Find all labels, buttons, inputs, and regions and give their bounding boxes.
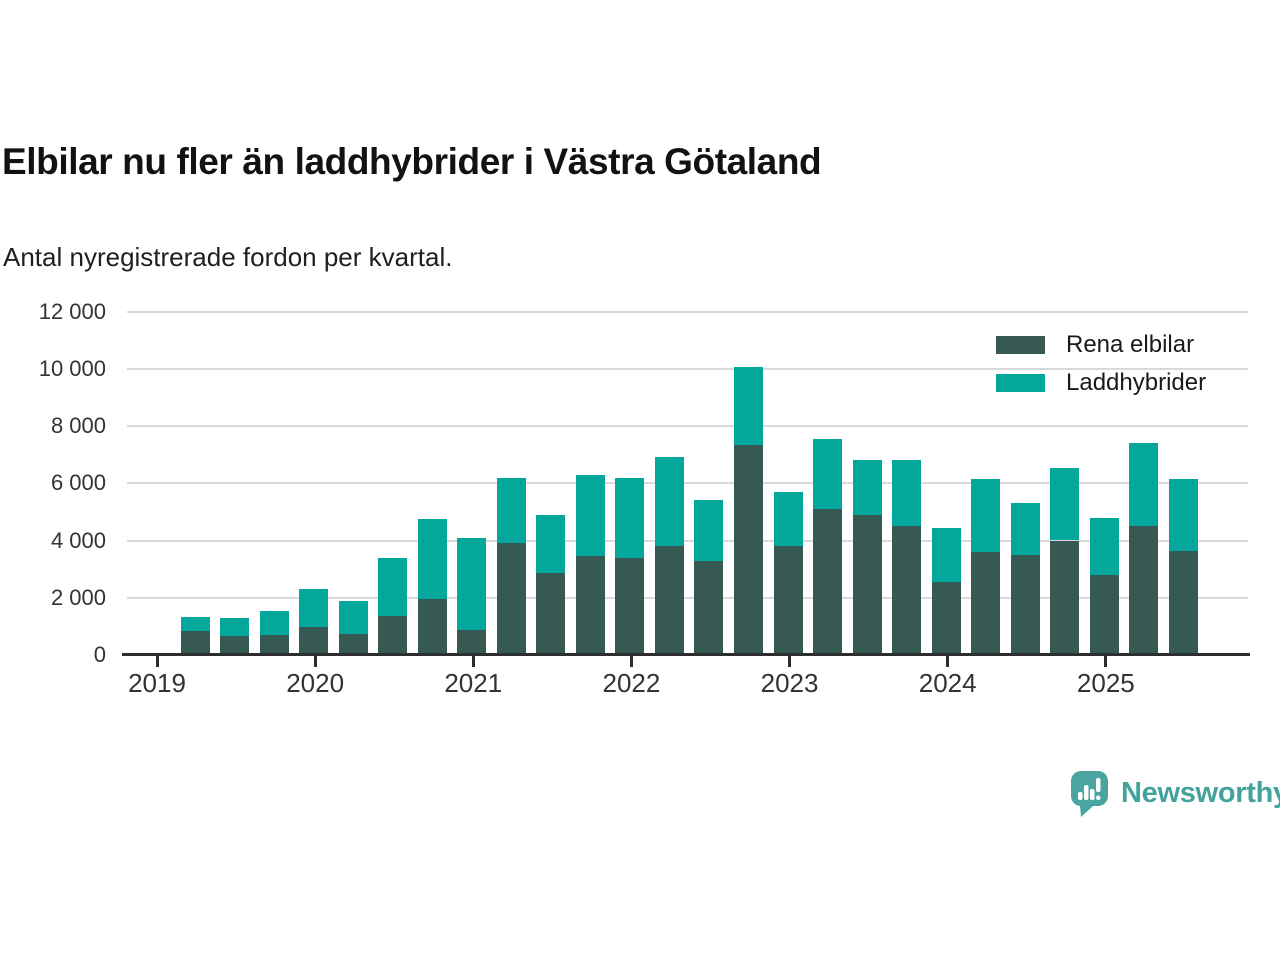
x-axis-label: 2021 — [444, 668, 503, 698]
y-axis-label: 10 000 — [38, 355, 106, 381]
bar-segment-laddhybrider — [734, 367, 764, 445]
bar-segment-laddhybrider — [496, 477, 526, 544]
bar-segment-elbilar — [1129, 526, 1159, 655]
bar-segment-laddhybrider — [1168, 478, 1198, 551]
bar-segment-elbilar — [220, 636, 250, 655]
gridline — [127, 482, 1248, 485]
y-axis-label: 8 000 — [50, 413, 106, 438]
bar-segment-elbilar — [1010, 554, 1040, 655]
legend-label-rena-elbilar: Rena elbilar — [1066, 331, 1195, 358]
x-axis-tick — [155, 656, 159, 667]
bar-segment-elbilar — [378, 616, 408, 655]
bar-segment-laddhybrider — [575, 474, 605, 557]
bar-segment-laddhybrider — [1050, 467, 1080, 541]
y-axis-label: 4 000 — [50, 527, 106, 553]
bar-segment-elbilar — [180, 630, 210, 655]
bar-segment-laddhybrider — [654, 457, 684, 547]
bar-segment-elbilar — [852, 514, 882, 655]
bar-segment-elbilar — [615, 557, 645, 655]
bar-segment-laddhybrider — [852, 460, 882, 515]
x-axis-label: 2020 — [286, 668, 345, 698]
legend-item-laddhybrider: Laddhybrider — [996, 369, 1215, 396]
bar-segment-elbilar — [536, 573, 566, 655]
gridline — [127, 596, 1248, 599]
bar-segment-laddhybrider — [615, 477, 645, 558]
x-axis-label: 2023 — [760, 668, 819, 698]
x-axis-label: 2025 — [1076, 668, 1135, 698]
bar-segment-elbilar — [694, 560, 724, 655]
gridline — [127, 425, 1248, 427]
bar-segment-laddhybrider — [931, 527, 961, 582]
y-axis-label: 2 000 — [50, 584, 106, 610]
bar-segment-elbilar — [773, 546, 803, 655]
bar-segment-elbilar — [734, 444, 764, 655]
legend: Rena elbilar Laddhybrider — [996, 331, 1215, 409]
x-axis-line — [122, 653, 1250, 656]
bar-segment-laddhybrider — [694, 500, 724, 561]
bar-segment-laddhybrider — [773, 491, 803, 547]
newsworthy-logo-icon — [1071, 771, 1108, 817]
x-axis-label: 2019 — [128, 668, 186, 698]
newsworthy-logo: Newsworthy — [1071, 771, 1280, 818]
gridline — [127, 310, 1248, 313]
bar-segment-elbilar — [299, 626, 329, 655]
gridline — [127, 539, 1248, 542]
y-axis-label: 6 000 — [50, 470, 106, 496]
bar-segment-laddhybrider — [259, 610, 289, 635]
bar-segment-laddhybrider — [1010, 503, 1040, 555]
bar-segment-laddhybrider — [536, 514, 566, 574]
bar-segment-laddhybrider — [1089, 517, 1119, 575]
legend-item-rena-elbilar: Rena elbilar — [996, 331, 1215, 358]
bar-segment-elbilar — [1168, 550, 1198, 655]
bar-segment-elbilar — [417, 599, 447, 655]
chart-title: Elbilar nu fler än laddhybrider i Västra… — [2, 141, 822, 182]
bar-segment-laddhybrider — [971, 478, 1001, 552]
bar-segment-elbilar — [931, 582, 961, 655]
bar-segment-laddhybrider — [299, 589, 329, 627]
bar-segment-elbilar — [971, 551, 1001, 655]
legend-label-laddhybrider: Laddhybrider — [1066, 369, 1207, 396]
y-axis-label: 12 000 — [38, 298, 106, 324]
gridline — [127, 367, 1248, 370]
bar-segment-laddhybrider — [1129, 443, 1159, 527]
legend-swatch-laddhybrider — [996, 374, 1045, 392]
x-axis-tick — [629, 656, 633, 667]
y-axis-label: 0 — [93, 642, 106, 667]
bar-segment-elbilar — [1050, 540, 1080, 655]
chart-subtitle: Antal nyregistrerade fordon per kvartal. — [3, 242, 453, 272]
bar-segment-laddhybrider — [180, 616, 210, 631]
x-axis-label: 2024 — [918, 668, 977, 698]
x-axis-tick — [1104, 656, 1108, 667]
bar-segment-elbilar — [892, 526, 922, 655]
x-axis-tick — [313, 656, 317, 667]
bar-segment-elbilar — [813, 509, 843, 655]
bar-segment-laddhybrider — [378, 557, 408, 617]
logo-text: Newsworthy — [1121, 777, 1280, 809]
bar-segment-laddhybrider — [457, 537, 487, 631]
bar-segment-elbilar — [1089, 574, 1119, 655]
x-axis-tick — [471, 656, 475, 667]
bar-segment-elbilar — [575, 556, 605, 655]
bar-segment-elbilar — [259, 634, 289, 655]
x-axis-tick — [946, 656, 950, 667]
x-axis-label: 2022 — [602, 668, 661, 698]
x-axis-tick — [788, 656, 792, 667]
legend-swatch-rena-elbilar — [996, 336, 1045, 354]
bar-segment-laddhybrider — [220, 618, 250, 637]
bar-segment-laddhybrider — [417, 519, 447, 600]
bar-segment-laddhybrider — [338, 600, 368, 634]
bar-segment-elbilar — [654, 546, 684, 655]
bar-segment-laddhybrider — [892, 460, 922, 527]
bar-segment-laddhybrider — [813, 438, 843, 509]
bar-segment-elbilar — [457, 630, 487, 655]
bar-segment-elbilar — [338, 633, 368, 655]
bar-segment-elbilar — [496, 543, 526, 655]
